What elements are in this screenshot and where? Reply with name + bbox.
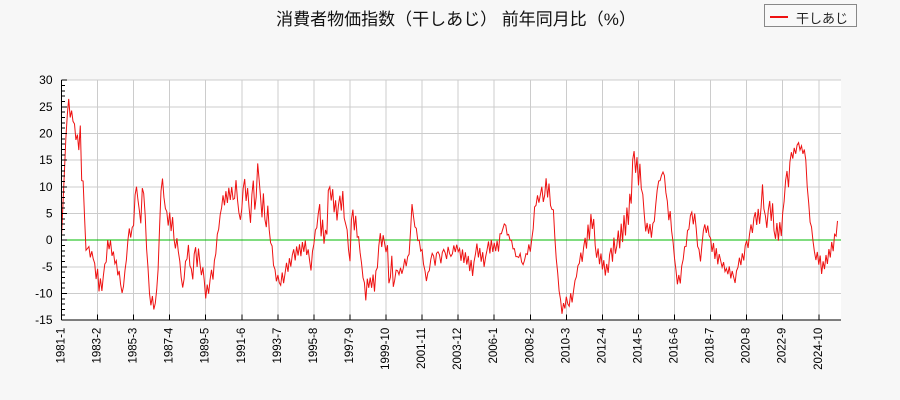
svg-text:10: 10 <box>39 180 53 194</box>
svg-text:2022-9: 2022-9 <box>777 328 789 364</box>
svg-text:30: 30 <box>39 73 53 87</box>
svg-text:0: 0 <box>46 233 53 247</box>
svg-text:1987-4: 1987-4 <box>164 327 176 363</box>
svg-text:2006-1: 2006-1 <box>488 328 500 364</box>
svg-text:15: 15 <box>39 153 53 167</box>
svg-text:25: 25 <box>39 100 53 114</box>
svg-text:1981-1: 1981-1 <box>56 328 68 364</box>
svg-text:-15: -15 <box>35 313 53 327</box>
svg-text:2020-8: 2020-8 <box>741 328 753 364</box>
svg-text:1993-7: 1993-7 <box>272 328 284 364</box>
svg-text:2003-12: 2003-12 <box>452 328 464 370</box>
svg-text:2024-10: 2024-10 <box>813 328 825 370</box>
svg-text:1983-2: 1983-2 <box>92 328 104 364</box>
svg-text:2018-7: 2018-7 <box>705 328 717 364</box>
svg-text:1995-8: 1995-8 <box>308 328 320 364</box>
svg-text:1985-3: 1985-3 <box>128 328 140 364</box>
svg-text:1989-5: 1989-5 <box>200 328 212 364</box>
svg-text:2008-2: 2008-2 <box>524 328 536 364</box>
svg-text:1997-9: 1997-9 <box>344 328 356 364</box>
svg-text:2001-11: 2001-11 <box>416 328 428 369</box>
svg-text:-10: -10 <box>35 287 53 301</box>
svg-text:-5: -5 <box>42 260 53 274</box>
svg-text:1991-6: 1991-6 <box>236 328 248 364</box>
svg-text:2016-6: 2016-6 <box>669 328 681 364</box>
svg-text:5: 5 <box>46 207 53 221</box>
svg-text:2012-4: 2012-4 <box>596 327 608 363</box>
svg-text:20: 20 <box>39 127 53 141</box>
svg-text:1999-10: 1999-10 <box>380 328 392 370</box>
svg-text:2010-3: 2010-3 <box>560 328 572 364</box>
svg-text:2014-5: 2014-5 <box>633 328 645 364</box>
